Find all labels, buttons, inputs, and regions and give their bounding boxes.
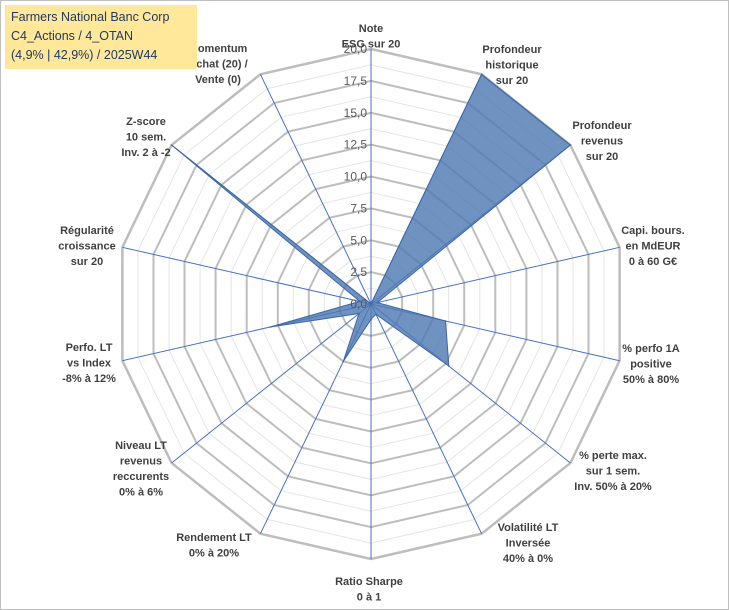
axis-label-line: Achat (20) / <box>188 59 247 71</box>
axis-label-line: ESG sur 20 <box>342 39 401 51</box>
performance-period: (4,9% | 42,9%) / 2025W44 <box>11 48 158 62</box>
axis-label-line: 0% à 6% <box>119 487 163 499</box>
data-point <box>480 73 483 76</box>
data-point <box>269 326 272 328</box>
axis-spoke <box>122 246 372 305</box>
axis-label: Perfo. LT vs Index -8% à 12% <box>62 342 116 385</box>
data-point <box>358 312 360 315</box>
axis-label: Profondeur historique sur 20 <box>482 44 542 87</box>
axis-label-line: 50% à 80% <box>623 374 679 386</box>
tick-label: 15,0 <box>344 106 368 120</box>
axis-label-line: Inv. 50% à 20% <box>574 481 652 493</box>
axis-label: Volatilité LT Inversée 40% à 0% <box>498 522 559 565</box>
axis-label-line: Momentum <box>189 43 248 55</box>
axis-label-line: Inv. 2 à -2 <box>121 147 170 159</box>
axis-label: % perte max. sur 1 sem. Inv. 50% à 20% <box>574 450 652 493</box>
tick-label: 17,5 <box>344 74 368 88</box>
tick-label: 7,5 <box>350 201 367 215</box>
axis-label-line: Profondeur <box>482 44 542 56</box>
axis-label: Régularité croissance sur 20 <box>58 225 115 268</box>
radar-tick-labels: 0,0 2,5 5,0 7,5 10,0 12,5 15,0 17,5 20,0 <box>344 42 368 311</box>
data-point <box>370 318 372 321</box>
axis-label-line: Volatilité LT <box>498 522 559 534</box>
axis-label: Note ESG sur 20 <box>342 23 401 51</box>
axis-label-line: 0 à 60 G€ <box>629 256 677 268</box>
data-point <box>376 301 379 304</box>
axis-label-line: sur 1 sem. <box>586 466 640 478</box>
axis-label: Niveau LT revenus reccurents 0% à 6% <box>113 440 169 499</box>
axis-label-line: % perfo 1A <box>622 343 680 355</box>
tick-label: 0,0 <box>350 297 367 311</box>
radar-series <box>170 73 572 368</box>
axis-label-line: Inversée <box>506 538 551 550</box>
axis-label-line: 0% à 20% <box>189 548 239 560</box>
axis-spoke <box>171 303 372 464</box>
tick-label: 12,5 <box>344 138 368 152</box>
data-point <box>448 365 450 367</box>
axis-label-line: vs Index <box>67 358 112 370</box>
axis-label-line: 40% à 0% <box>503 553 553 565</box>
data-point <box>569 144 572 146</box>
data-point <box>170 144 173 146</box>
axis-label: % perfo 1A positive 50% à 80% <box>622 343 680 386</box>
axis-label-line: Régularité <box>60 225 114 237</box>
axis-label-line: sur 20 <box>496 75 528 87</box>
axis-label: Rendement LT 0% à 20% <box>176 532 252 560</box>
tick-label: 10,0 <box>344 170 368 184</box>
axis-label-line: revenus <box>120 456 162 468</box>
chart-title-box: Farmers National Banc Corp C4_Actions / … <box>5 5 197 69</box>
data-point <box>359 300 361 303</box>
axis-label-line: 0 à 1 <box>357 592 381 604</box>
axis-spoke <box>370 246 620 305</box>
axis-spoke <box>259 74 372 305</box>
axis-label-line: croissance <box>58 241 115 253</box>
data-point <box>375 313 377 316</box>
series-area <box>171 73 572 368</box>
data-point <box>342 360 345 363</box>
company-name: Farmers National Banc Corp <box>11 10 170 24</box>
axis-label-line: 10 sem. <box>126 132 166 144</box>
tick-label: 5,0 <box>350 233 367 247</box>
tick-label: 20,0 <box>344 42 368 56</box>
axis-label: Z-score 10 sem. Inv. 2 à -2 <box>121 116 170 159</box>
data-point <box>444 320 447 322</box>
axis-label-line: Profondeur <box>572 120 632 132</box>
axis-label-line: en MdEUR <box>626 241 681 253</box>
axis-spoke <box>370 303 483 534</box>
axis-label: Capi. bours. en MdEUR 0 à 60 G€ <box>621 225 685 268</box>
tick-label: 2,5 <box>350 265 367 279</box>
axis-label-line: positive <box>630 359 672 371</box>
axis-label: Ratio Sharpe 0 à 1 <box>335 576 403 604</box>
axis-label-line: sur 20 <box>586 151 618 163</box>
axis-label-line: Ratio Sharpe <box>335 576 403 588</box>
axis-label: Momentum Achat (20) / Vente (0) <box>188 43 247 86</box>
axis-label-line: Perfo. LT <box>66 342 113 354</box>
data-point <box>370 303 372 305</box>
axis-label-line: Capi. bours. <box>621 225 685 237</box>
axis-label-line: Vente (0) <box>195 74 241 86</box>
axis-label-line: Note <box>359 23 383 35</box>
axis-label-line: revenus <box>581 136 623 148</box>
axis-label-line: Z-score <box>126 116 166 128</box>
axis-label-line: reccurents <box>113 471 169 483</box>
radar-axis-labels: Note ESG sur 20 Profondeur historique sur 20… <box>58 23 685 604</box>
axis-label-line: Rendement LT <box>176 532 252 544</box>
portfolio-code: C4_Actions / 4_OTAN <box>11 29 134 43</box>
axis-label-line: sur 20 <box>71 256 103 268</box>
axis-label-line: % perte max. <box>579 450 647 462</box>
axis-label-line: Niveau LT <box>115 440 167 452</box>
axis-label: Profondeur revenus sur 20 <box>572 120 632 163</box>
axis-label-line: -8% à 12% <box>62 373 116 385</box>
axis-label-line: historique <box>485 60 538 72</box>
